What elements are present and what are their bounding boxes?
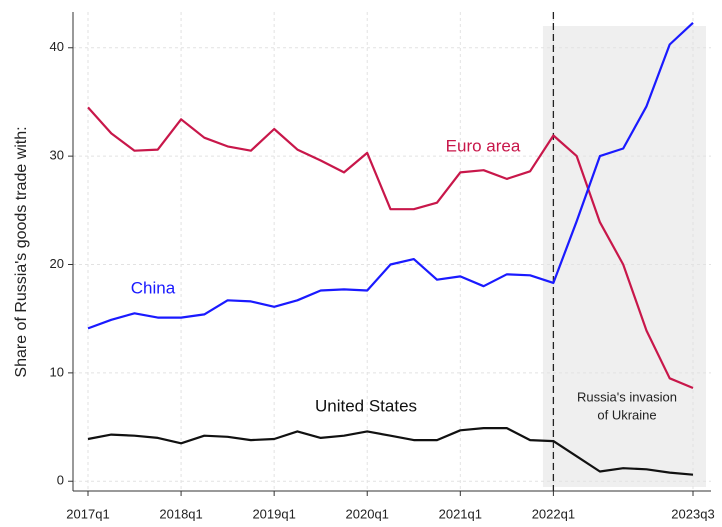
series-line [87, 21, 694, 330]
series-label: United States [315, 396, 417, 415]
x-tick-label: 2019q1 [252, 506, 295, 521]
y-tick-label: 30 [50, 148, 64, 163]
x-tick-label: 2021q1 [439, 506, 482, 521]
y-tick-label: 0 [57, 473, 64, 488]
x-tick-label: 2018q1 [159, 506, 202, 521]
x-tick-label: 2020q1 [346, 506, 389, 521]
x-tick-label: 2022q1 [532, 506, 575, 521]
y-tick-label: 10 [50, 364, 64, 379]
series-label: Euro area [446, 136, 521, 155]
x-tick-label: 2023q3 [671, 506, 714, 521]
x-tick-label: 2017q1 [66, 506, 109, 521]
annotation: Russia's invasion [577, 389, 677, 404]
series-label: China [131, 278, 176, 297]
series-line [87, 106, 694, 390]
y-tick-label: 40 [50, 39, 64, 54]
annotation: of Ukraine [597, 407, 656, 422]
y-axis-label: Share of Russia's goods trade with: [13, 126, 30, 377]
y-tick-label: 20 [50, 256, 64, 271]
event-shade [542, 26, 706, 487]
series-line [87, 427, 694, 476]
